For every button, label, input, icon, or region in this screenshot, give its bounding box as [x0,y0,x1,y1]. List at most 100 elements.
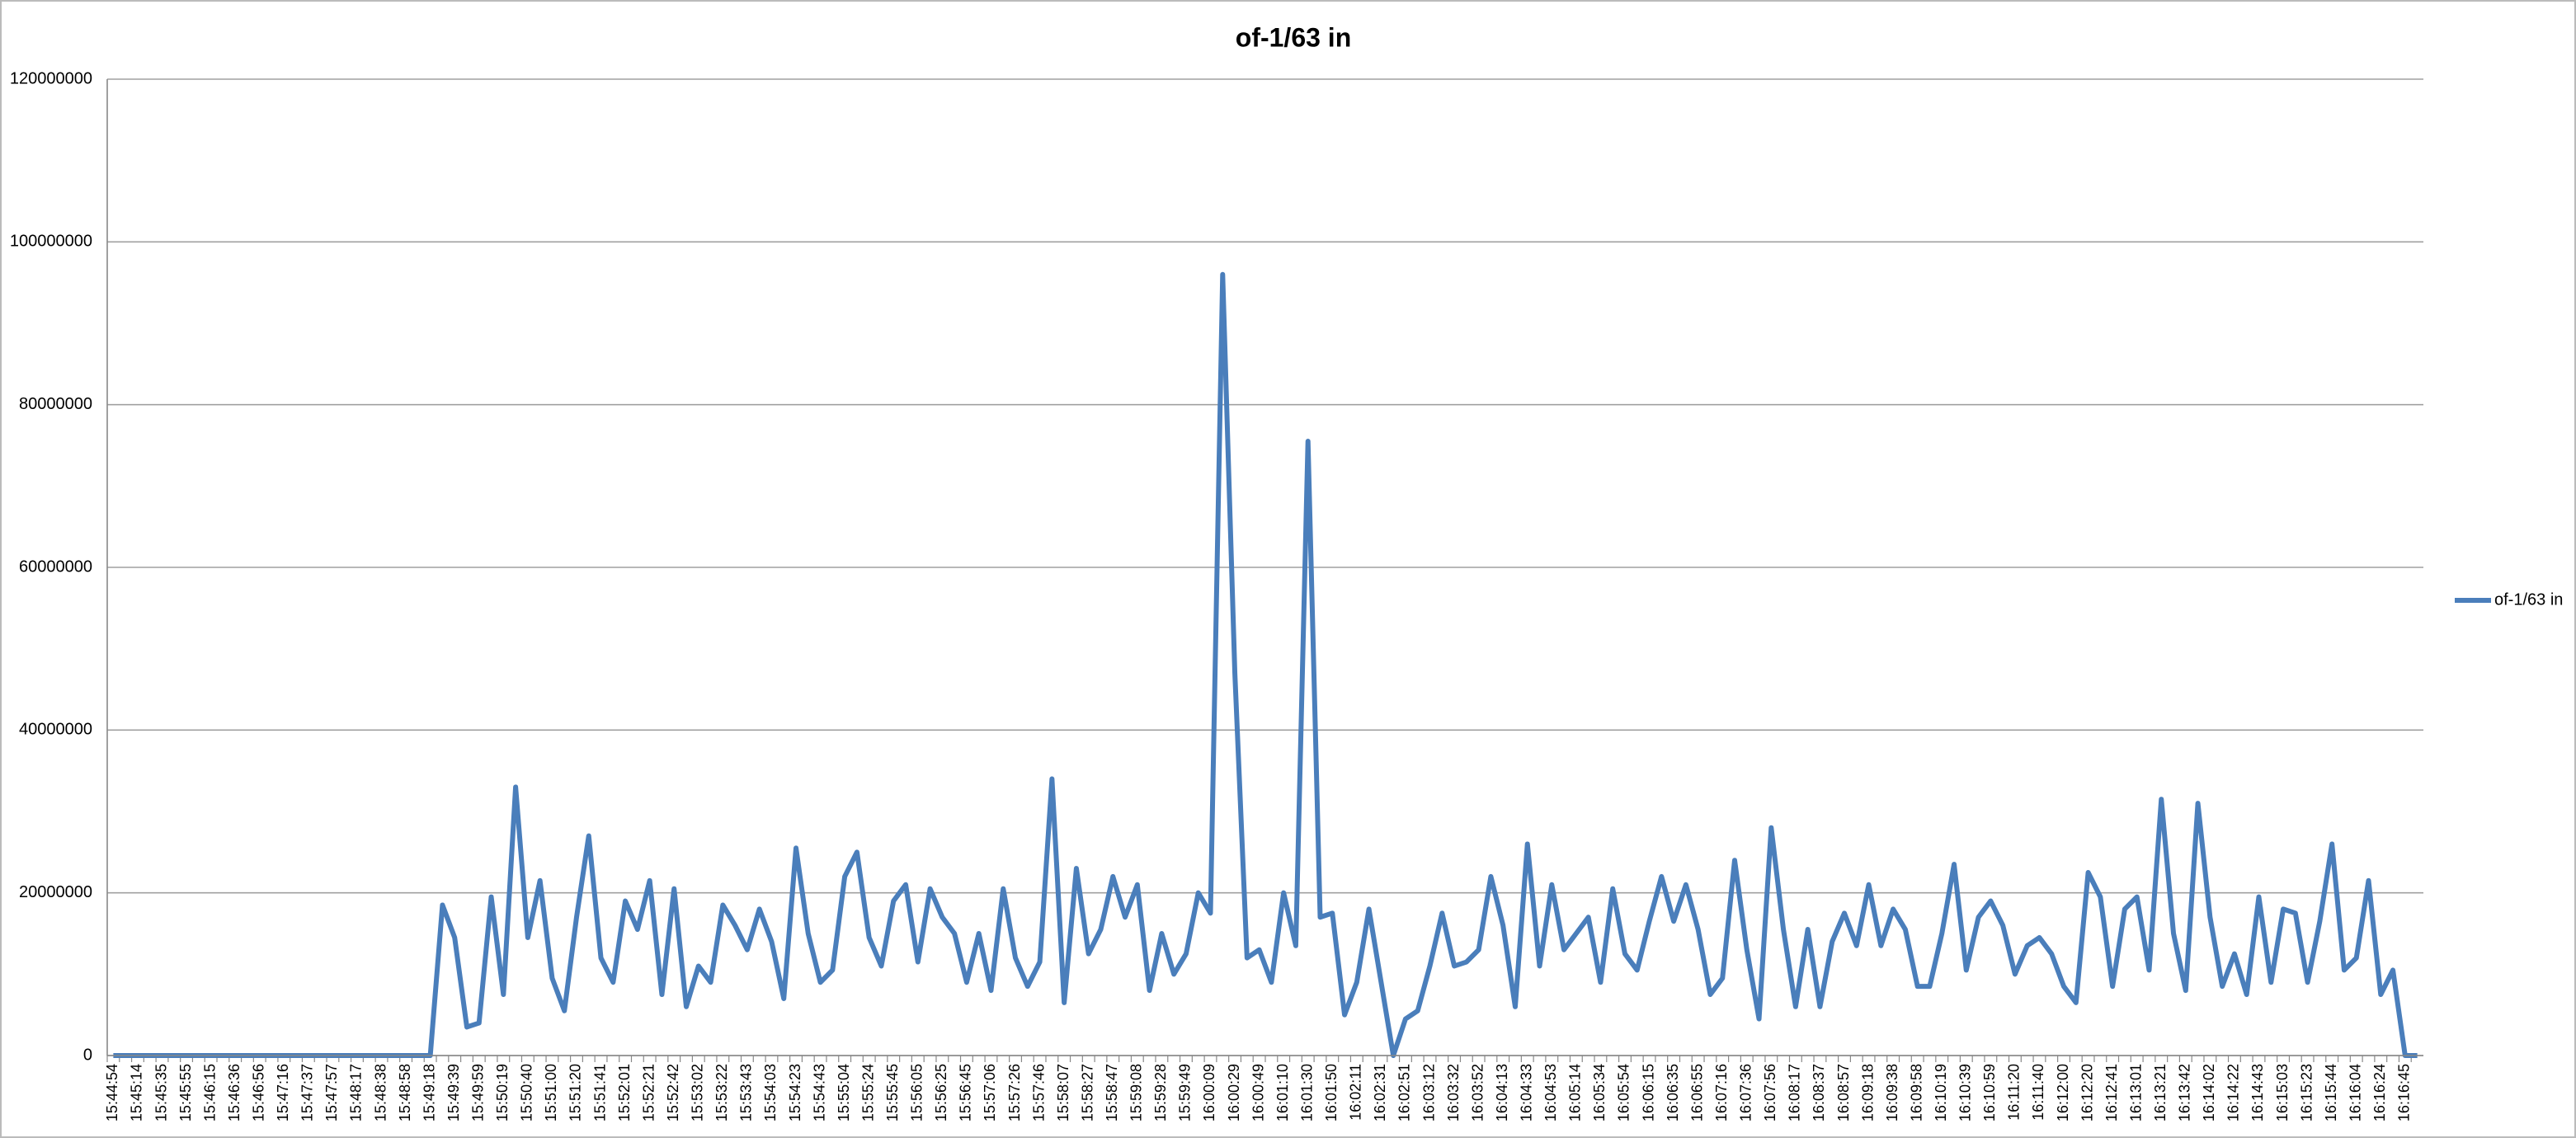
x-tick-label: 16:03:32 [1445,1064,1462,1122]
x-tick-label: 16:05:34 [1591,1064,1608,1122]
x-tick-label: 16:11:40 [2030,1064,2046,1121]
x-tick-label: 16:05:14 [1567,1064,1584,1122]
x-tick-label: 15:50:19 [494,1064,511,1122]
x-tick-label: 16:03:52 [1469,1064,1486,1122]
x-tick-label: 16:10:19 [1933,1064,1949,1122]
x-tick-label: 16:09:38 [1884,1064,1900,1122]
x-tick-label: 15:52:21 [640,1064,657,1122]
x-tick-label: 16:16:04 [2347,1064,2363,1122]
x-tick-label: 15:59:28 [1152,1064,1169,1122]
x-tick-label: 15:58:47 [1104,1064,1120,1122]
x-tick-label: 15:53:02 [690,1064,706,1122]
x-tick-label: 16:12:00 [2055,1064,2071,1122]
x-tick-label: 16:15:23 [2298,1064,2315,1122]
x-tick-label: 15:46:56 [250,1064,266,1122]
x-tick-label: 16:02:31 [1372,1064,1388,1122]
x-tick-label: 15:48:38 [372,1064,389,1122]
x-tick-label: 15:53:43 [738,1064,755,1122]
x-tick-label: 15:51:00 [543,1064,559,1122]
x-tick-label: 15:58:27 [1079,1064,1095,1122]
y-tick-label: 120000000 [10,69,92,87]
x-tick-label: 15:47:57 [323,1064,340,1122]
x-tick-label: 16:09:58 [1908,1064,1924,1122]
x-tick-label: 16:16:24 [2371,1064,2388,1122]
x-tick-label: 16:12:20 [2079,1064,2095,1122]
x-tick-label: 16:01:30 [1298,1064,1315,1122]
x-tick-label: 16:13:01 [2127,1064,2144,1122]
x-tick-label: 16:01:10 [1274,1064,1291,1122]
legend-label: of-1/63 in [2494,590,2563,609]
x-tick-label: 15:56:05 [909,1064,925,1122]
x-tick-label: 15:44:54 [104,1064,120,1122]
x-tick-label: 15:54:03 [762,1064,779,1122]
x-tick-label: 16:13:42 [2177,1064,2193,1122]
x-tick-label: 15:55:04 [836,1064,852,1122]
x-tick-label: 15:59:49 [1177,1064,1194,1122]
x-tick-label: 16:14:43 [2249,1064,2266,1122]
x-tick-label: 15:48:17 [348,1064,365,1122]
x-tick-label: 15:56:45 [958,1064,974,1122]
chart-title: of-1/63 in [1236,22,1351,52]
x-tick-label: 16:03:12 [1420,1064,1437,1122]
x-tick-label: 16:01:50 [1323,1064,1340,1122]
x-tick-label: 16:02:51 [1396,1064,1413,1122]
x-tick-label: 16:02:11 [1348,1064,1364,1121]
x-tick-label: 16:08:37 [1811,1064,1827,1122]
x-tick-label: 15:59:08 [1128,1064,1145,1122]
x-tick-label: 16:05:54 [1616,1064,1632,1122]
y-tick-label: 100000000 [10,233,92,251]
x-tick-label: 16:04:13 [1494,1064,1510,1122]
x-tick-label: 15:57:46 [1030,1064,1047,1122]
x-tick-label: 15:54:43 [811,1064,827,1122]
x-tick-label: 15:49:39 [445,1064,462,1122]
x-tick-label: 16:07:56 [1762,1064,1778,1122]
x-tick-label: 15:50:40 [519,1064,535,1122]
x-tick-label: 16:14:22 [2225,1064,2242,1122]
x-tick-label: 15:52:01 [616,1064,633,1122]
x-tick-label: 16:16:45 [2396,1064,2413,1122]
x-tick-label: 15:52:42 [665,1064,681,1122]
x-tick-label: 16:08:17 [1787,1064,1803,1122]
x-tick-label: 15:57:26 [1006,1064,1023,1122]
x-tick-label: 16:00:09 [1201,1064,1217,1122]
y-tick-label: 0 [83,1046,92,1064]
x-tick-label: 15:49:59 [470,1064,487,1122]
x-tick-label: 15:58:07 [1055,1064,1071,1122]
x-tick-label: 16:15:03 [2274,1064,2291,1122]
x-tick-label: 16:00:49 [1250,1064,1266,1122]
x-tick-label: 15:53:22 [713,1064,730,1122]
x-tick-label: 16:13:21 [2152,1064,2169,1122]
x-tick-label: 15:45:55 [177,1064,194,1122]
x-tick-label: 16:06:35 [1665,1064,1681,1122]
x-tick-label: 16:11:20 [2006,1064,2023,1121]
x-tick-label: 15:49:18 [421,1064,437,1122]
x-tick-label: 16:07:36 [1738,1064,1754,1122]
x-tick-label: 16:00:29 [1226,1064,1242,1122]
x-tick-label: 15:47:16 [275,1064,291,1122]
x-tick-label: 16:10:39 [1957,1064,1974,1122]
x-tick-label: 16:09:18 [1859,1064,1876,1122]
y-tick-label: 20000000 [19,883,92,901]
x-tick-label: 16:04:53 [1542,1064,1559,1122]
y-tick-label: 40000000 [19,721,92,739]
x-tick-label: 16:08:57 [1835,1064,1852,1122]
x-tick-label: 16:10:59 [1981,1064,1998,1122]
x-tick-label: 15:46:15 [201,1064,218,1122]
x-tick-label: 16:04:33 [1518,1064,1534,1122]
y-tick-label: 80000000 [19,395,92,413]
x-tick-label: 16:14:02 [2201,1064,2217,1122]
x-tick-label: 16:07:16 [1713,1064,1730,1122]
x-tick-label: 15:46:36 [226,1064,243,1122]
x-tick-label: 15:51:20 [567,1064,584,1122]
x-tick-label: 15:48:58 [397,1064,413,1122]
x-tick-label: 16:15:44 [2323,1064,2339,1122]
x-tick-label: 15:55:45 [884,1064,901,1122]
x-tick-label: 16:12:41 [2103,1064,2120,1122]
y-tick-label: 60000000 [19,557,92,576]
x-tick-label: 15:45:14 [129,1064,145,1122]
x-tick-label: 15:51:41 [591,1064,608,1122]
x-tick-label: 15:47:37 [299,1064,316,1122]
series-line [113,271,2418,1058]
